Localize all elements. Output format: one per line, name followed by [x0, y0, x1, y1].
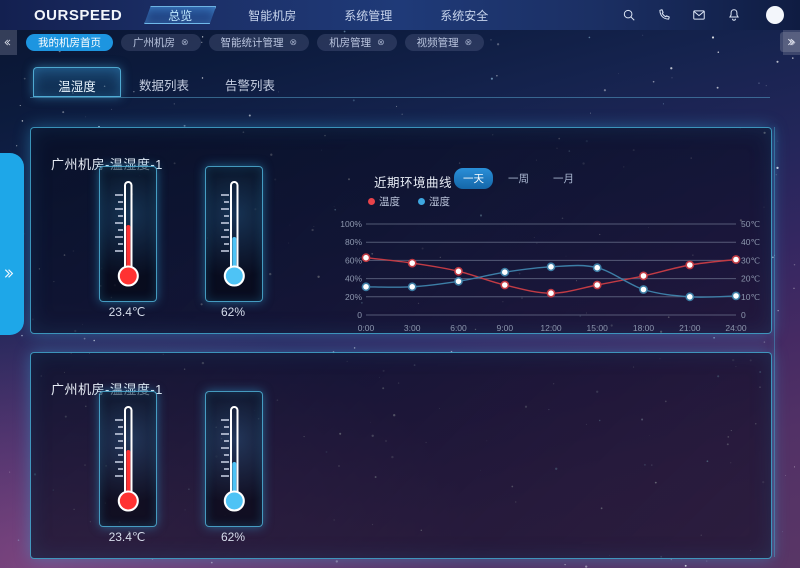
- svg-text:18:00: 18:00: [633, 323, 655, 333]
- svg-text:50℃: 50℃: [741, 219, 760, 229]
- svg-text:80%: 80%: [345, 237, 362, 247]
- svg-text:40%: 40%: [345, 274, 362, 284]
- svg-text:40℃: 40℃: [741, 237, 760, 247]
- svg-text:0: 0: [357, 310, 362, 320]
- svg-text:3:00: 3:00: [404, 323, 421, 333]
- svg-text:9:00: 9:00: [497, 323, 514, 333]
- svg-text:20%: 20%: [345, 292, 362, 302]
- svg-text:6:00: 6:00: [450, 323, 467, 333]
- svg-text:15:00: 15:00: [587, 323, 609, 333]
- svg-text:0: 0: [741, 310, 746, 320]
- svg-text:30℃: 30℃: [741, 255, 760, 265]
- svg-text:100%: 100%: [340, 219, 362, 229]
- svg-text:20℃: 20℃: [741, 274, 760, 284]
- svg-text:21:00: 21:00: [679, 323, 701, 333]
- svg-text:24:00: 24:00: [725, 323, 747, 333]
- svg-text:10℃: 10℃: [741, 292, 760, 302]
- svg-text:12:00: 12:00: [540, 323, 562, 333]
- svg-text:60%: 60%: [345, 255, 362, 265]
- svg-text:0:00: 0:00: [358, 323, 375, 333]
